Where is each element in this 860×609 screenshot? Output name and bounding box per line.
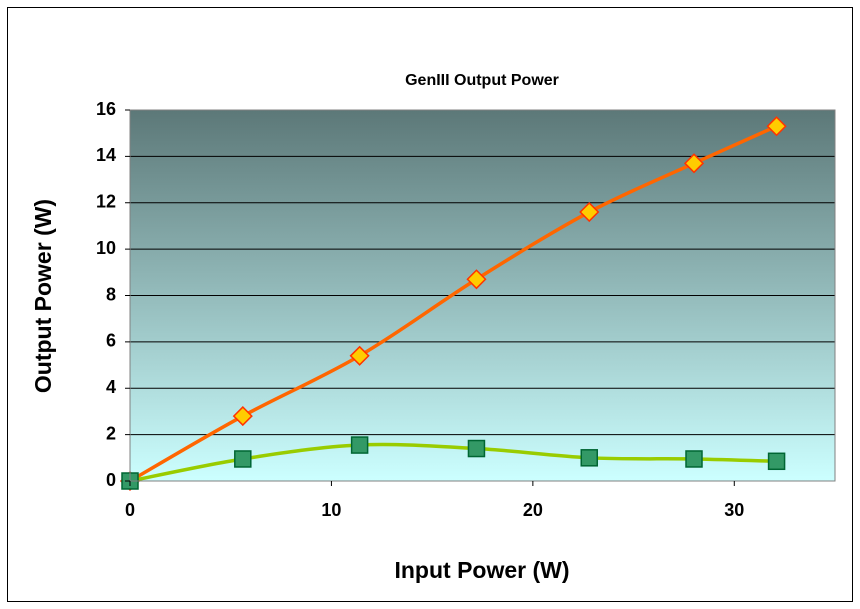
marker — [467, 439, 486, 458]
marker — [767, 452, 786, 471]
y-tick-label: 0 — [106, 470, 116, 490]
marker — [579, 201, 600, 223]
y-tick-label: 14 — [96, 145, 116, 165]
y-tick-label: 10 — [96, 238, 116, 258]
marker — [685, 450, 703, 468]
x-tick-label: 0 — [125, 500, 135, 520]
marker — [234, 450, 252, 468]
y-tick-label: 12 — [96, 192, 116, 212]
y-tick-label: 8 — [106, 284, 116, 304]
y-tick-label: 4 — [106, 377, 116, 397]
y-tick-label: 6 — [106, 331, 116, 351]
marker — [580, 449, 599, 467]
x-tick-label: 30 — [724, 500, 744, 520]
marker — [683, 153, 705, 174]
y-axis-label: Output Power (W) — [30, 199, 56, 393]
y-tick-label: 2 — [106, 423, 116, 443]
marker — [466, 269, 487, 290]
chart-title: GenIII Output Power — [405, 72, 559, 89]
marker — [349, 345, 370, 366]
marker — [232, 406, 253, 427]
marker — [350, 436, 369, 454]
y-tick-label: 16 — [96, 99, 116, 119]
marker — [766, 116, 787, 137]
x-tick-label: 20 — [523, 500, 543, 520]
x-axis-label: Input Power (W) — [394, 557, 569, 583]
x-tick-label: 10 — [321, 500, 341, 520]
